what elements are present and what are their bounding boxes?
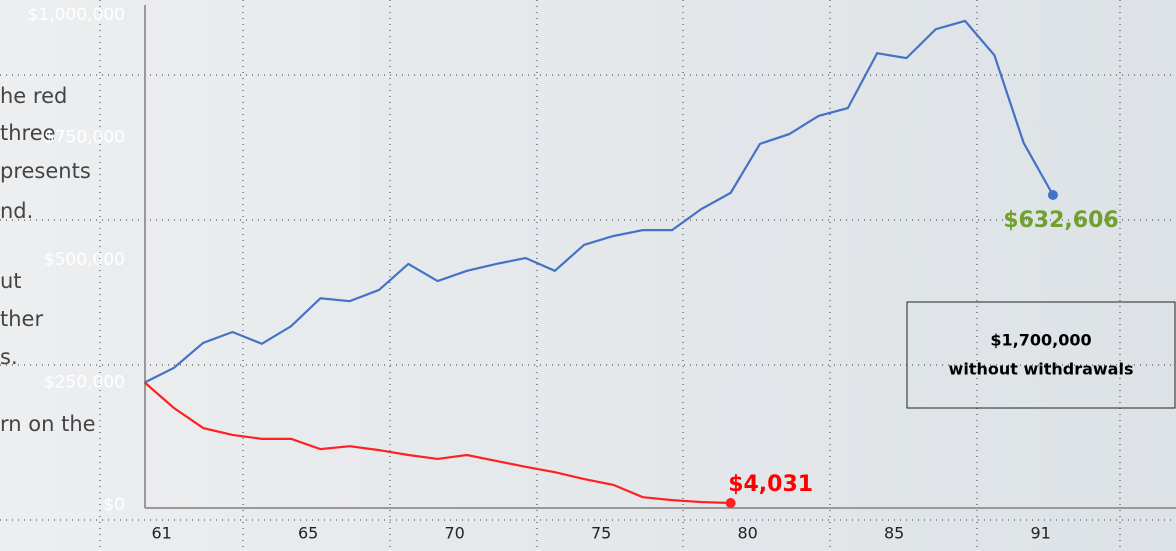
x-tick-label: 91: [1030, 524, 1050, 543]
end-point: [725, 498, 736, 509]
y-tick-label: $500,000: [44, 250, 125, 270]
left-text: three: [0, 121, 56, 145]
end-point: [1047, 190, 1058, 201]
left-text: ut: [0, 269, 22, 293]
y-tick-label: $250,000: [44, 373, 125, 393]
y-tick-label: $0: [103, 495, 125, 515]
note-text: $1,700,000: [990, 331, 1091, 350]
x-tick-label: 65: [298, 524, 318, 543]
left-text: ther: [0, 307, 43, 331]
x-tick-label: 75: [591, 524, 611, 543]
x-tick-label: 85: [884, 524, 904, 543]
y-tick-label: $750,000: [44, 128, 125, 148]
left-text: presents: [0, 159, 91, 183]
x-tick-label: 61: [151, 524, 171, 543]
left-text: s.: [0, 345, 18, 369]
note-text: without withdrawals: [949, 360, 1134, 379]
left-text: nd.: [0, 199, 33, 223]
line: [143, 381, 731, 505]
y-tick-label: $1,000,000: [28, 5, 125, 25]
end-label: $632,606: [1003, 208, 1119, 233]
end-label: $4,031: [728, 472, 813, 497]
line: [144, 19, 1054, 384]
left-text: he red: [0, 84, 67, 108]
left-text: rn on the: [0, 412, 96, 436]
note-box: [906, 301, 1176, 409]
x-tick-label: 80: [737, 524, 757, 543]
x-tick-label: 70: [444, 524, 464, 543]
